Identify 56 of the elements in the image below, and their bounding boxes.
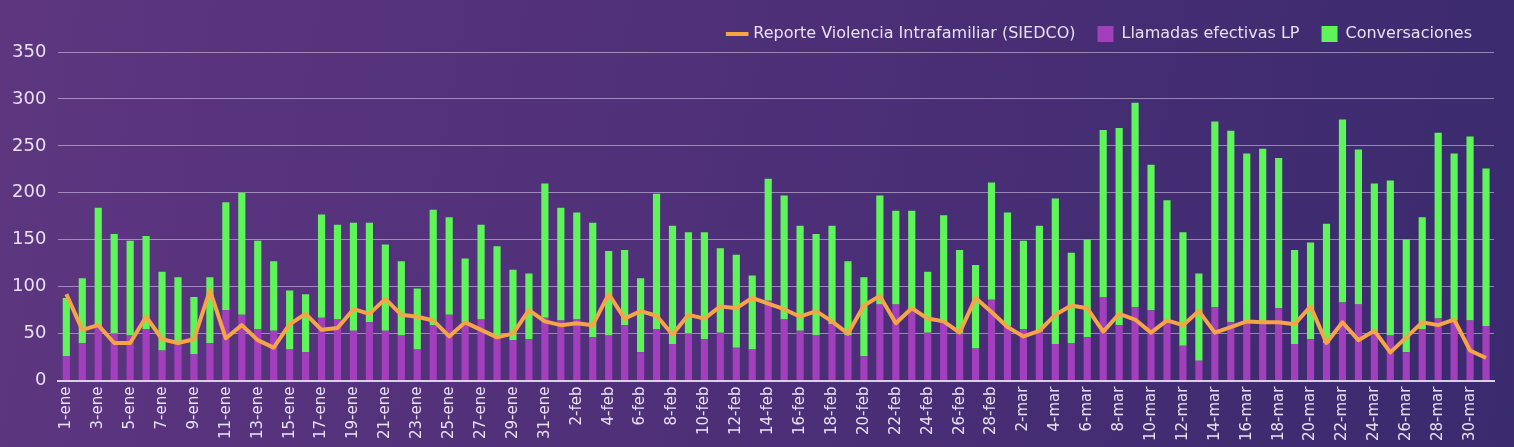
x-tick-label: 29-ene (502, 386, 521, 439)
y-tick-label: 300 (12, 86, 47, 108)
x-tick-label: 26-mar (1396, 385, 1415, 442)
x-tick-label: 10-feb (694, 386, 713, 436)
x-tick-label: 27-ene (470, 386, 489, 439)
x-tick-label: 6-feb (630, 386, 649, 426)
x-tick-label: 22-feb (885, 386, 904, 436)
x-tick-label: 24-feb (917, 386, 936, 436)
x-tick-label: 1-ene (56, 386, 75, 430)
x-tick-label: 16-mar (1236, 385, 1255, 442)
x-tick-label: 16-feb (790, 386, 808, 436)
x-tick-label: 9-ene (183, 386, 202, 430)
x-tick-label: 6-mar (1077, 385, 1096, 432)
x-tick-label: 17-ene (311, 386, 330, 439)
x-tick-label: 14-mar (1204, 385, 1223, 442)
x-tick-label: 3-ene (88, 386, 107, 430)
x-tick-label: 20-mar (1300, 385, 1319, 442)
x-tick-label: 8-feb (662, 386, 681, 426)
x-tick-label: 28-mar (1428, 385, 1447, 442)
legend-label: Reporte Violencia Intrafamiliar (SIEDCO) (753, 23, 1076, 43)
x-tick-label: 4-mar (1045, 385, 1064, 432)
x-tick-label: 24-mar (1364, 385, 1383, 442)
y-tick-label: 0 (34, 368, 47, 390)
x-tick-label: 12-mar (1172, 385, 1191, 442)
x-tick-label: 2-mar (1013, 385, 1032, 432)
y-tick-label: 150 (12, 227, 47, 249)
x-tick-label: 15-ene (279, 386, 298, 439)
x-tick-label: 28-feb (981, 386, 1000, 436)
legend-label: Conversaciones (1345, 23, 1472, 43)
x-tick-label: 4-feb (598, 386, 617, 426)
x-tick-label: 26-feb (949, 386, 968, 436)
x-tick-label: 18-mar (1268, 385, 1287, 442)
x-tick-label: 19-ene (343, 386, 362, 439)
x-tick-label: 5-ene (120, 386, 139, 430)
x-tick-label: 21-ene (375, 386, 394, 439)
x-tick-label: 7-ene (151, 386, 170, 430)
y-tick-label: 100 (12, 274, 47, 296)
x-tick-label: 31-ene (534, 386, 553, 439)
y-tick-label: 200 (12, 180, 47, 202)
legend-label: Llamadas efectivas LP (1121, 23, 1300, 43)
y-tick-label: 350 (12, 39, 47, 61)
x-tick-label: 22-mar (1332, 385, 1351, 442)
y-tick-label: 50 (23, 321, 47, 343)
x-tick-label: 14-feb (758, 386, 777, 436)
x-tick-label: 12-feb (726, 386, 745, 436)
x-tick-label: 2-feb (566, 386, 585, 426)
x-tick-label: 20-feb (853, 386, 872, 436)
x-tick-label: 18-feb (821, 386, 840, 436)
x-tick-label: 11-ene (215, 386, 234, 439)
x-tick-label: 13-ene (247, 386, 266, 439)
y-tick-label: 250 (12, 133, 47, 155)
x-tick-label: 10-mar (1140, 385, 1159, 442)
x-tick-label: 25-ene (439, 386, 458, 439)
x-tick-label: 30-mar (1459, 385, 1478, 442)
x-tick-label: 8-mar (1109, 385, 1128, 432)
x-tick-label: 23-ene (407, 386, 426, 439)
